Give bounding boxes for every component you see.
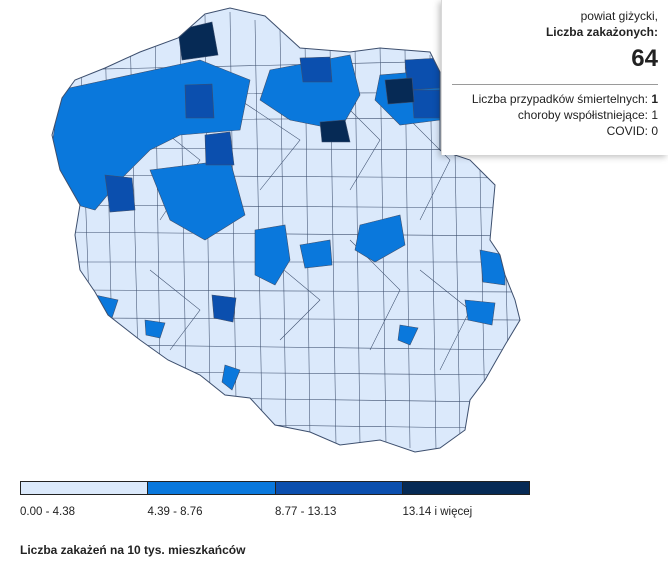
legend-swatch-class3	[275, 482, 403, 494]
tooltip-covid-row: COVID: 0	[452, 123, 658, 139]
legend-label-class1: 0.00 - 4.38	[20, 506, 75, 518]
legend-color-scale	[20, 481, 530, 495]
tooltip-covid-label: COVID:	[606, 124, 648, 138]
tooltip-comorbidities-value: 1	[651, 108, 658, 122]
tooltip-divider	[452, 84, 658, 85]
legend-label-class2: 4.39 - 8.76	[147, 506, 203, 518]
legend-labels: 0.00 - 4.38 4.39 - 8.76 8.77 - 13.13 13.…	[20, 506, 530, 518]
tooltip-county-name: powiat giżycki,	[580, 9, 658, 23]
tooltip-cases-value: 64	[631, 45, 658, 72]
tooltip-deaths-label: Liczba przypadków śmiertelnych:	[471, 92, 648, 106]
legend-swatch-class4	[402, 482, 529, 494]
legend-title: Liczba zakażeń na 10 tys. mieszkańców	[20, 543, 246, 557]
county-tooltip: powiat giżycki, Liczba zakażonych: 64 Li…	[441, 0, 668, 155]
tooltip-deaths-value: 1	[651, 92, 658, 106]
tooltip-cases-label: Liczba zakażonych:	[545, 25, 658, 39]
tooltip-comorbidities-row: choroby współistniejące: 1	[452, 107, 658, 123]
tooltip-comorbidities-label: choroby współistniejące:	[517, 108, 648, 122]
tooltip-deaths-row: Liczba przypadków śmiertelnych: 1	[452, 91, 658, 107]
legend-label-class3: 8.77 - 13.13	[275, 506, 337, 518]
tooltip-covid-value: 0	[651, 124, 658, 138]
county-class4-regions	[177, 21, 415, 143]
legend-swatch-class2	[148, 482, 276, 494]
legend-swatch-class1	[21, 482, 149, 494]
county-class3-regions	[104, 56, 441, 323]
legend-label-class4: 13.14 i więcej	[402, 506, 473, 518]
